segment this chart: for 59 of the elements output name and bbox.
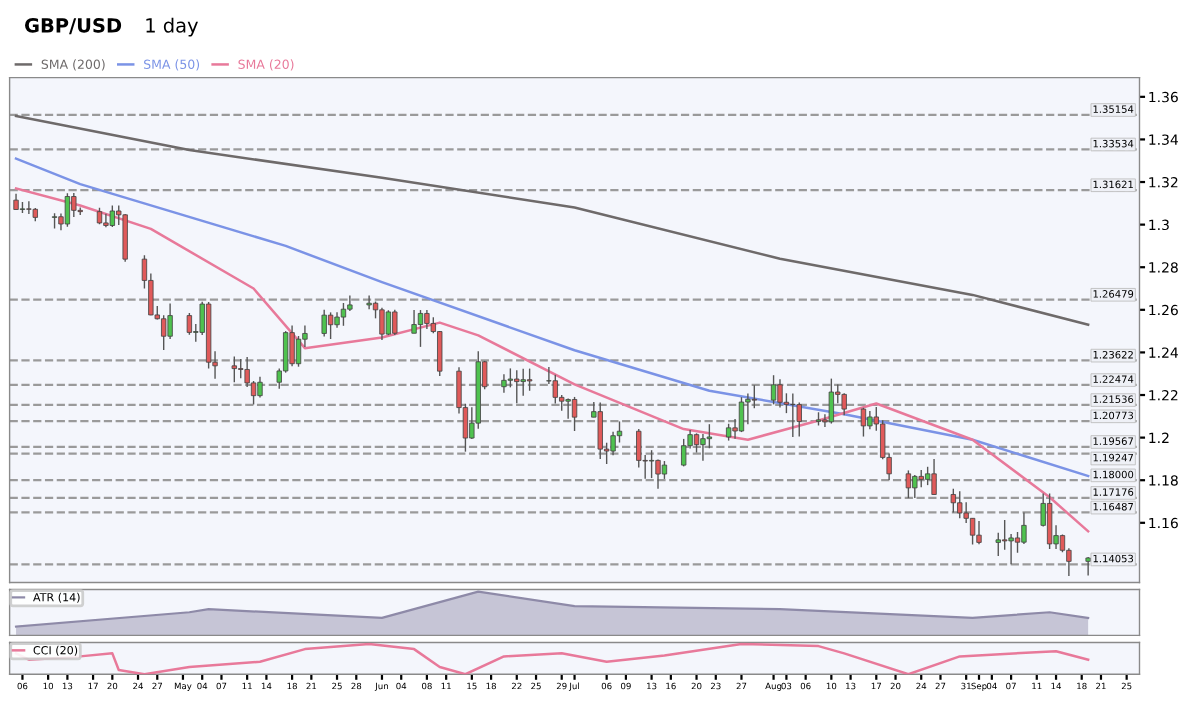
candlestick [905, 469, 912, 499]
candlestick [1085, 556, 1091, 577]
candlestick [552, 374, 558, 405]
candlestick [681, 438, 687, 468]
candlestick [340, 302, 347, 327]
candlestick [1021, 511, 1027, 545]
candlestick [571, 396, 578, 432]
candlestick [777, 378, 783, 409]
candlestick [790, 392, 796, 438]
candlestick [161, 314, 167, 351]
candlestick [648, 449, 655, 479]
candlestick [507, 367, 514, 389]
candlestick [1002, 519, 1008, 551]
candlestick [751, 384, 757, 409]
candlestick [501, 373, 507, 394]
candlestick [867, 410, 873, 431]
candlestick [71, 192, 77, 218]
candlestick [1046, 492, 1053, 550]
candlestick [770, 374, 777, 406]
candlestick [860, 407, 867, 438]
candlestick [231, 355, 237, 383]
candlestick [385, 309, 392, 336]
candlestick [976, 520, 982, 546]
candlestick [257, 376, 263, 399]
candlestick [841, 392, 847, 416]
chart-subtitle: 1 day [146, 17, 198, 37]
candlestick [122, 213, 128, 263]
candlestick [828, 377, 835, 425]
candlestick [796, 401, 802, 438]
candlestick [931, 458, 937, 496]
candlestick [417, 309, 424, 348]
line-series [14, 114, 1090, 326]
candlestick [392, 309, 398, 336]
candlestick [738, 396, 745, 433]
candlestick [289, 324, 295, 367]
candlestick [693, 432, 700, 454]
candlestick [514, 369, 520, 405]
candlestick [597, 401, 603, 460]
candlestick [424, 309, 430, 330]
line-series [14, 187, 1090, 533]
candlestick [950, 488, 956, 514]
candlestick [103, 213, 109, 228]
candlestick [520, 368, 526, 397]
candlestick [327, 311, 334, 340]
candlestick [957, 490, 963, 520]
candlestick [26, 200, 32, 215]
candlestick [526, 367, 533, 392]
candlestick [912, 474, 918, 499]
chart-title: GBP/USD [25, 17, 122, 35]
candlestick [238, 358, 244, 379]
candlestick [366, 294, 372, 310]
candlestick [64, 192, 71, 228]
candlestick [321, 309, 327, 338]
candlestick [379, 306, 385, 341]
candlestick [109, 204, 115, 228]
candlestick [655, 458, 661, 490]
candlestick [565, 397, 571, 420]
candlestick [186, 312, 193, 336]
candlestick [745, 392, 751, 425]
